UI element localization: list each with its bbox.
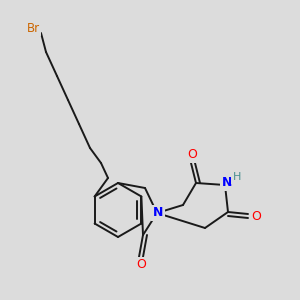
- Text: H: H: [233, 172, 241, 182]
- Text: N: N: [222, 176, 232, 190]
- Text: O: O: [251, 209, 261, 223]
- Text: O: O: [187, 148, 197, 161]
- Text: N: N: [153, 206, 163, 220]
- Text: O: O: [136, 259, 146, 272]
- Text: Br: Br: [26, 22, 40, 34]
